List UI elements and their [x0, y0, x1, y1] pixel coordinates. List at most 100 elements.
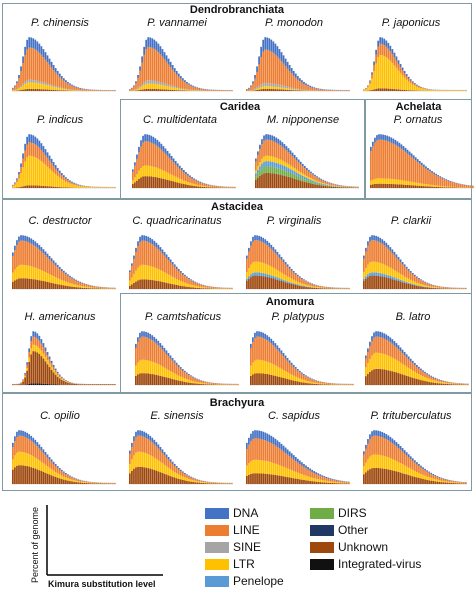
- bar-segment-dna: [317, 88, 320, 89]
- bar-segment-dna: [16, 178, 18, 180]
- bar-segment-ltr: [93, 287, 96, 289]
- bar-segment-unknown: [404, 184, 407, 188]
- bar-segment-dna: [433, 172, 435, 174]
- repeat-landscape-chart: [363, 235, 467, 290]
- bar-segment-sine: [58, 87, 61, 89]
- bar-segment-unknown: [34, 88, 37, 91]
- bar-segment-unknown: [157, 281, 160, 289]
- bar-segment-unknown: [371, 468, 373, 484]
- bar-segment-ltr: [383, 455, 386, 469]
- bar-segment-dna: [365, 355, 367, 359]
- legend-item-sine: SINE: [205, 539, 261, 555]
- bar-segment-line: [153, 341, 156, 363]
- bar-segment-dna: [131, 442, 133, 447]
- bar-segment-unknown: [196, 482, 199, 484]
- bar-segment-ltr: [268, 362, 271, 375]
- repeat-landscape-chart: [12, 37, 116, 92]
- bar-segment-dna: [299, 161, 302, 165]
- repeat-landscape-chart: [370, 134, 474, 189]
- bar-segment-line: [333, 90, 336, 91]
- bar-segment-dna: [301, 462, 303, 466]
- bar-segment-line: [14, 86, 16, 90]
- bar-segment-ltr: [418, 87, 420, 91]
- bar-segment-line: [370, 150, 372, 181]
- bar-segment-line: [333, 383, 336, 385]
- bar-segment-unknown: [83, 482, 86, 484]
- bar-segment-line: [134, 165, 136, 178]
- bar-segment-unknown: [176, 182, 179, 188]
- bar-segment-dna: [34, 39, 37, 50]
- bar-segment-unknown: [436, 481, 439, 484]
- bar-segment-line: [12, 88, 14, 91]
- bar-segment-ltr: [54, 471, 57, 477]
- bar-segment-penelope: [296, 284, 299, 286]
- bar-segment-ltr: [425, 184, 427, 187]
- bar-segment-ltr: [143, 264, 145, 280]
- repeat-landscape-chart: [12, 430, 116, 485]
- bar-segment-ltr: [147, 265, 150, 280]
- bar-segment-dna: [367, 439, 369, 444]
- bar-segment-dna: [50, 61, 53, 68]
- bar-segment-ltr: [284, 88, 287, 90]
- bar-segment-integrated-virus: [38, 383, 41, 385]
- bar-segment-line: [317, 88, 320, 91]
- bar-segment-unknown: [179, 285, 182, 289]
- bar-segment-dna: [167, 58, 170, 65]
- bar-segment-dna: [398, 142, 401, 148]
- bar-segment-line: [395, 446, 398, 461]
- bar-segment-unknown: [413, 476, 416, 484]
- bar-segment-dna: [199, 181, 202, 183]
- bar-segment-line: [89, 482, 92, 483]
- bar-segment-penelope: [387, 275, 390, 278]
- bar-segment-unknown: [141, 373, 143, 385]
- bar-segment-ltr: [363, 466, 365, 475]
- bar-segment-ltr: [372, 179, 374, 185]
- bar-segment-unknown: [38, 470, 41, 484]
- bar-segment-line: [443, 179, 446, 187]
- bar-segment-unknown: [182, 286, 184, 289]
- repeat-landscape-chart: [129, 235, 233, 290]
- bar-segment-line: [192, 86, 194, 90]
- bar-segment-line: [347, 90, 350, 91]
- bar-segment-unknown: [373, 467, 375, 484]
- bar-segment-line: [288, 456, 291, 470]
- bar-segment-dna: [278, 49, 281, 59]
- bar-segment-ltr: [14, 90, 16, 91]
- bar-segment-line: [391, 253, 394, 269]
- bar-segment-line: [54, 265, 57, 278]
- bar-segment-ltr: [62, 476, 65, 480]
- bar-segment-ltr: [321, 383, 324, 385]
- bar-segment-dna: [141, 56, 143, 63]
- bar-segment-line: [262, 51, 265, 84]
- bar-segment-unknown: [16, 465, 18, 484]
- bar-segment-line: [24, 55, 26, 82]
- bar-segment-dna: [179, 367, 182, 369]
- bar-segment-dna: [420, 86, 422, 88]
- bar-segment-line: [395, 257, 398, 272]
- bar-segment-ltr: [394, 179, 397, 185]
- bar-segment-dna: [14, 85, 16, 87]
- bar-segment-unknown: [52, 476, 55, 484]
- bar-segment-penelope: [422, 286, 424, 287]
- bar-segment-dirs: [318, 183, 320, 186]
- bar-segment-ltr: [143, 452, 145, 468]
- bar-segment-unknown: [284, 378, 287, 385]
- bar-segment-ltr: [414, 182, 417, 186]
- bar-segment-line: [184, 276, 186, 283]
- bar-segment-penelope: [246, 278, 248, 281]
- bar-segment-ltr: [434, 380, 437, 383]
- bar-segment-dna: [73, 477, 75, 479]
- bar-segment-unknown: [164, 179, 167, 188]
- bar-segment-dna: [331, 478, 334, 480]
- bar-segment-line: [77, 281, 79, 286]
- bar-segment-dna: [171, 357, 174, 361]
- bar-segment-penelope: [271, 161, 274, 167]
- bar-segment-line: [418, 278, 420, 284]
- bar-segment-sine: [169, 85, 172, 87]
- bar-segment-dna: [363, 255, 365, 259]
- bar-segment-line: [427, 169, 429, 185]
- bar-segment-unknown: [321, 288, 324, 289]
- bar-segment-line: [62, 177, 65, 181]
- bar-segment-line: [379, 337, 381, 354]
- bar-segment-line: [282, 451, 285, 467]
